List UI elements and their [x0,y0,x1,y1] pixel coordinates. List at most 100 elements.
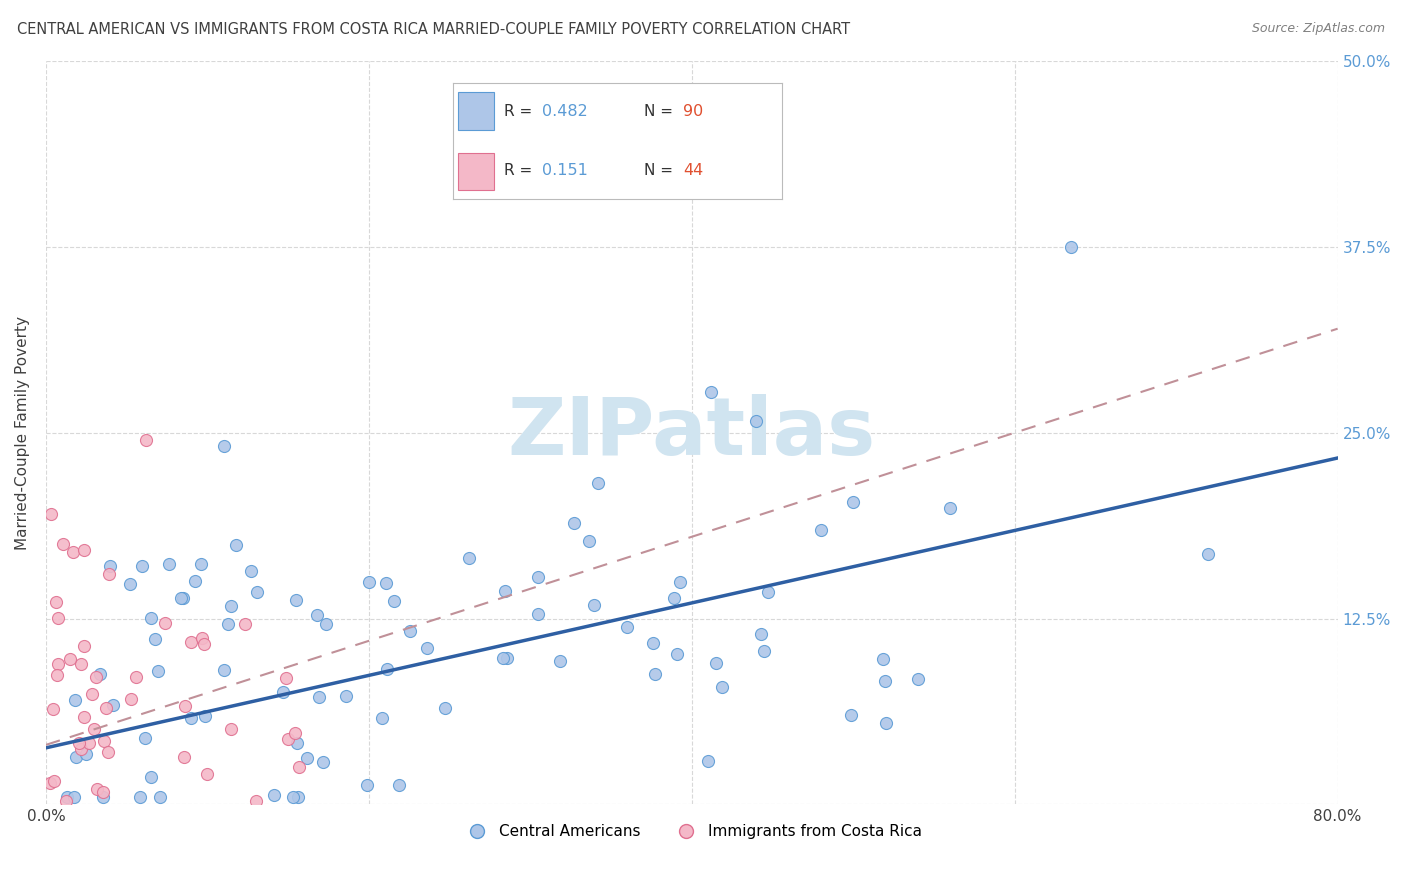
Point [190,557,212,571]
Point [46,611,69,625]
Point [63,789,86,804]
Text: ZIPatlas: ZIPatlas [508,393,876,472]
Point [125,670,148,684]
Point [704,657,727,671]
Point [219,722,242,736]
Point [86,782,108,797]
Point [315,617,337,632]
Point [91,785,114,799]
Point [97,745,120,759]
Y-axis label: Married-Couple Family Poverty: Married-Couple Family Poverty [15,316,30,549]
Point [170,591,193,605]
Point [146,664,169,678]
Point [745,414,768,428]
Point [212,439,235,453]
Point [756,585,779,599]
Point [59,652,82,666]
Point [39,775,62,789]
Point [526,607,548,621]
Point [494,583,516,598]
Point [285,736,308,750]
Point [148,789,170,804]
Point [55,789,77,804]
Point [131,558,153,573]
Point [700,385,723,400]
Point [749,627,772,641]
Point [388,778,411,792]
Point [225,538,247,552]
Point [173,750,195,764]
Point [548,654,571,668]
Point [644,667,666,681]
Point [97,566,120,581]
Point [103,698,125,712]
Point [752,644,775,658]
Point [174,698,197,713]
Point [356,778,378,792]
Point [281,789,304,804]
Point [86,670,108,684]
Point [666,647,689,661]
Point [69,742,91,756]
Point [246,585,269,599]
Legend: Central Americans, Immigrants from Costa Rica: Central Americans, Immigrants from Costa… [456,818,928,845]
Point [578,534,600,549]
Point [44,773,66,788]
Point [67,736,90,750]
Point [607,151,630,165]
Point [1060,240,1083,254]
Point [193,637,215,651]
Point [495,651,517,665]
Point [1198,547,1220,561]
Point [307,607,329,622]
Point [73,639,96,653]
Point [643,636,665,650]
Point [217,616,239,631]
Point [273,685,295,699]
Point [872,652,894,666]
Point [697,754,720,768]
Point [172,591,194,605]
Point [616,620,638,634]
Point [907,672,929,686]
Point [285,592,308,607]
Point [184,574,207,589]
Point [875,715,897,730]
Point [180,711,202,725]
Point [120,692,142,706]
Point [375,662,398,676]
Point [139,611,162,625]
Point [375,576,398,591]
Point [492,651,515,665]
Point [83,722,105,736]
Point [52,537,75,551]
Point [180,635,202,649]
Point [527,570,550,584]
Point [457,550,479,565]
Point [233,616,256,631]
Point [70,657,93,671]
Point [287,789,309,804]
Point [277,731,299,746]
Point [212,663,235,677]
Point [41,508,63,522]
Point [308,690,330,705]
Point [873,673,896,688]
Point [562,516,585,531]
Point [582,598,605,612]
Point [72,543,94,558]
Point [135,433,157,447]
Point [335,690,357,704]
Point [143,632,166,647]
Point [73,710,96,724]
Point [197,767,219,781]
Point [65,750,87,764]
Point [416,641,439,656]
Point [711,680,734,694]
Text: CENTRAL AMERICAN VS IMMIGRANTS FROM COSTA RICA MARRIED-COUPLE FAMILY POVERTY COR: CENTRAL AMERICAN VS IMMIGRANTS FROM COST… [17,22,851,37]
Point [810,524,832,538]
Point [839,708,862,723]
Point [153,616,176,631]
Point [433,701,456,715]
Point [842,495,865,509]
